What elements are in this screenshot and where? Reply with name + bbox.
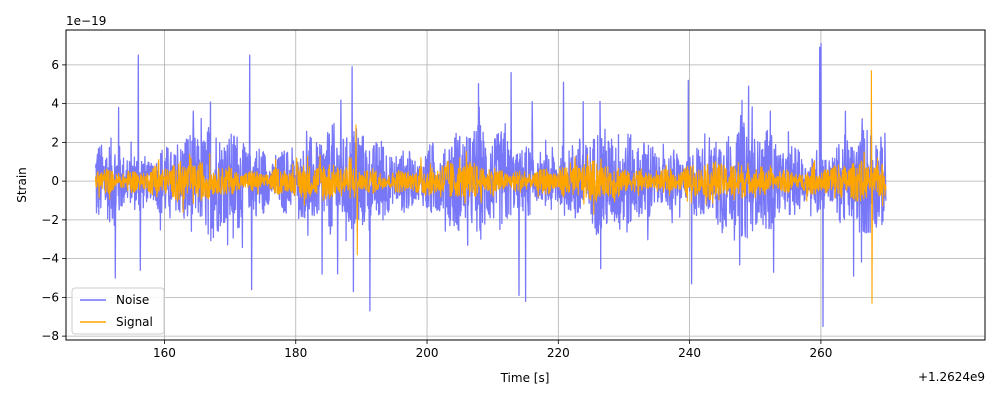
x-axis-title: Time [s] <box>500 371 550 385</box>
plot-frame <box>65 29 986 341</box>
x-tick-label: 180 <box>284 346 307 360</box>
x-tick-label: 200 <box>416 346 439 360</box>
legend-label-signal: Signal <box>116 315 153 329</box>
y-tick-label: 4 <box>51 97 59 111</box>
series-line-noise <box>94 42 887 328</box>
y-tick-label: −6 <box>41 290 59 304</box>
x-tick-label: 260 <box>809 346 832 360</box>
y-tick-label: 0 <box>51 174 59 188</box>
series-line-signal <box>94 70 887 304</box>
y-tick-label: −4 <box>41 252 59 266</box>
x-tick-label: 240 <box>678 346 701 360</box>
legend-label-noise: Noise <box>116 293 149 307</box>
y-tick-label: 6 <box>51 58 59 72</box>
y-axis: −8 −6 −4 −2 0 2 4 6 <box>41 58 66 343</box>
y-tick-label: −8 <box>41 329 59 343</box>
x-axis: 160 180 200 220 240 260 <box>153 340 832 360</box>
series-layer <box>94 42 887 328</box>
x-tick-label: 160 <box>153 346 176 360</box>
y-tick-label: −2 <box>41 213 59 227</box>
y-multiplier-label: 1e−19 <box>66 14 106 28</box>
x-offset-label: +1.2624e9 <box>918 370 985 384</box>
y-tick-label: 2 <box>51 135 59 149</box>
x-tick-label: 220 <box>547 346 570 360</box>
legend: Noise Signal <box>71 287 165 335</box>
y-axis-title: Strain <box>15 167 29 203</box>
